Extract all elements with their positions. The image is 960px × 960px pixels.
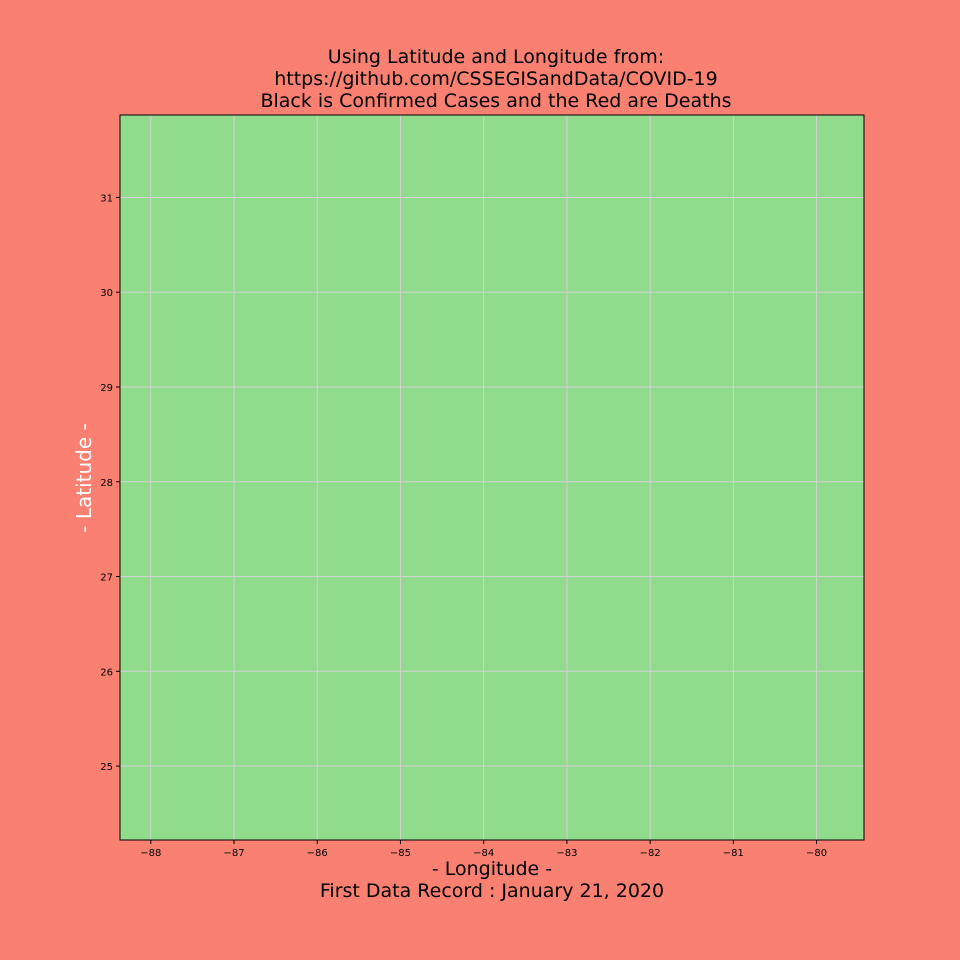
x-axis-label-line-2: First Data Record : January 21, 2020 bbox=[319, 880, 665, 902]
x-axis-label: - Longitude - First Data Record : Januar… bbox=[0, 858, 960, 902]
title-line-1: Using Latitude and Longitude from: bbox=[327, 46, 665, 68]
title-line-2: https://github.com/CSSEGISandData/COVID-… bbox=[274, 68, 718, 90]
x-tick-label: −88 bbox=[140, 848, 161, 859]
y-axis-label: - Latitude - bbox=[72, 423, 96, 533]
x-tick-label: −86 bbox=[307, 848, 328, 859]
x-tick-label: −85 bbox=[390, 848, 411, 859]
y-tick-label: 25 bbox=[100, 762, 113, 773]
x-tick-label: −83 bbox=[556, 848, 577, 859]
y-tick-label: 31 bbox=[100, 193, 113, 204]
x-tick-label: −82 bbox=[640, 848, 661, 859]
x-tick-label: −87 bbox=[223, 848, 244, 859]
y-tick-label: 26 bbox=[100, 667, 113, 678]
plot-area bbox=[120, 115, 864, 840]
y-tick-label: 29 bbox=[100, 383, 113, 394]
plot-frame bbox=[119, 114, 865, 841]
title-line-3: Black is Confirmed Cases and the Red are… bbox=[260, 90, 732, 112]
x-tick-label: −81 bbox=[723, 848, 744, 859]
x-tick-label: −80 bbox=[806, 848, 827, 859]
chart-title: Using Latitude and Longitude from: https… bbox=[0, 46, 960, 112]
y-tick-label: 30 bbox=[100, 288, 113, 299]
x-tick-label: −84 bbox=[473, 848, 494, 859]
y-tick-label: 27 bbox=[100, 573, 113, 584]
x-axis-label-line-1: - Longitude - bbox=[431, 858, 553, 880]
y-tick-label: 28 bbox=[100, 478, 113, 489]
